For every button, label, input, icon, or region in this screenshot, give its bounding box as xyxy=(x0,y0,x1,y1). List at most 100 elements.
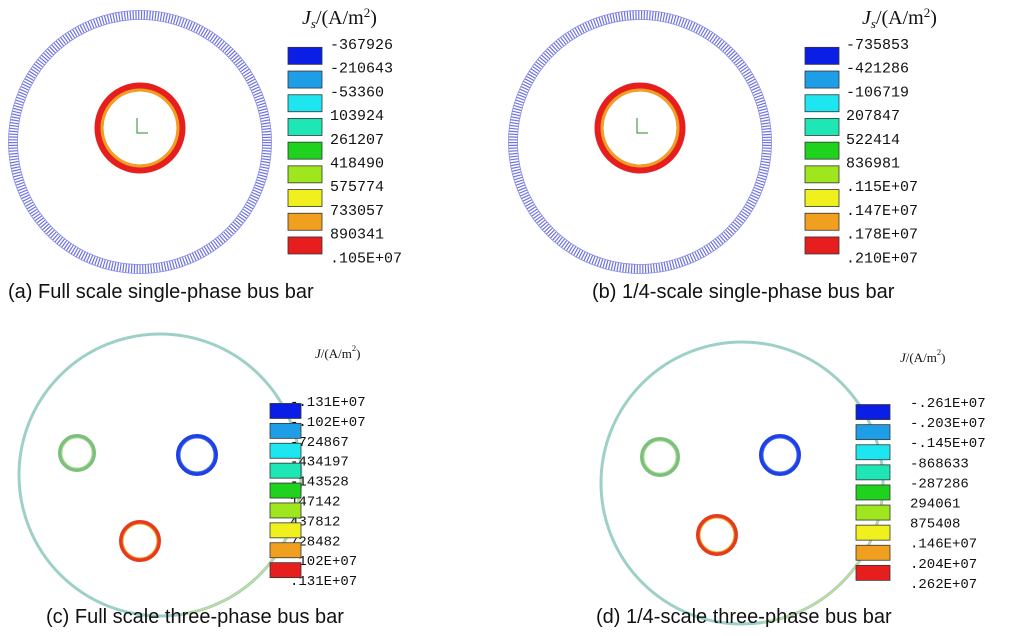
legend-swatch xyxy=(805,190,839,207)
figure: Js/(A/m2)-367926-210643-5336010392426120… xyxy=(0,0,1014,636)
caption: (b) 1/4-scale single-phase bus bar xyxy=(592,281,895,303)
legend-swatch xyxy=(270,423,301,438)
legend-swatch xyxy=(805,213,839,230)
axis-triad xyxy=(137,118,148,133)
legend-label: .210E+07 xyxy=(846,250,918,267)
legend-swatch xyxy=(856,545,890,560)
legend-label: 294061 xyxy=(910,497,960,513)
legend-swatch xyxy=(856,445,890,460)
legend-swatch xyxy=(270,543,301,558)
caption: (c) Full scale three-phase bus bar xyxy=(46,606,344,628)
phase-conductor xyxy=(60,436,94,470)
legend-title: Js/(A/m2) xyxy=(302,5,377,31)
caption: (a) Full scale single-phase bus bar xyxy=(8,281,314,303)
legend-label: 890341 xyxy=(330,227,384,244)
title-unit: /(A/m xyxy=(321,346,352,361)
legend-swatch xyxy=(270,463,301,478)
legend-swatch xyxy=(288,47,322,64)
legend-label: 522414 xyxy=(846,132,900,149)
legend-swatch xyxy=(270,483,301,498)
legend-swatch xyxy=(856,525,890,540)
title-close: ) xyxy=(930,7,937,29)
legend-label: -.145E+07 xyxy=(910,436,986,452)
legend-swatch xyxy=(270,403,301,418)
legend-label: -.203E+07 xyxy=(910,416,986,432)
legend-label: .147E+07 xyxy=(846,203,918,220)
phase-conductor xyxy=(763,438,797,472)
legend-swatch xyxy=(805,237,839,254)
legend-label: -210643 xyxy=(330,61,393,78)
legend-swatch xyxy=(288,237,322,254)
panel: Js/(A/m2)-367926-210643-5336010392426120… xyxy=(8,5,402,303)
legend-label: .178E+07 xyxy=(846,227,918,244)
outer-conductor xyxy=(513,15,767,269)
legend-label: -367926 xyxy=(330,37,393,54)
phase-conductor xyxy=(698,516,736,554)
phase-conductor xyxy=(700,518,734,552)
legend-swatch xyxy=(805,71,839,88)
phase-conductor xyxy=(642,439,678,475)
phase-conductor xyxy=(123,524,157,558)
title-unit: /(A/m xyxy=(316,7,364,29)
panel: J/(A/m2) -.261E+07 -.203E+07 -.145E+07 -8686… xyxy=(596,342,986,628)
legend-swatch xyxy=(288,71,322,88)
axis-triad xyxy=(637,118,648,133)
legend-swatch xyxy=(805,142,839,159)
phase-conductor xyxy=(62,438,92,468)
legend-swatch xyxy=(856,485,890,500)
outer-edge xyxy=(518,20,763,265)
legend-swatch xyxy=(270,503,301,518)
legend-swatch xyxy=(805,118,839,135)
legend-label: .115E+07 xyxy=(846,179,918,196)
phase-conductor xyxy=(121,522,159,560)
legend-label: 836981 xyxy=(846,156,900,173)
legend-label: .105E+07 xyxy=(330,250,402,267)
legend-swatch xyxy=(856,505,890,520)
legend-swatch xyxy=(270,563,301,578)
legend-label: 418490 xyxy=(330,156,384,173)
caption: (d) 1/4-scale three-phase bus bar xyxy=(596,606,892,628)
legend-label: 733057 xyxy=(330,203,384,220)
legend-swatch xyxy=(805,47,839,64)
legend-label: 207847 xyxy=(846,108,900,125)
title-close: ) xyxy=(370,7,377,29)
phase-conductor xyxy=(180,438,214,472)
legend-swatch xyxy=(856,425,890,440)
panel: Js/(A/m2) -735853 -421286 -106719 207847 5224… xyxy=(509,5,937,303)
legend-label: -735853 xyxy=(846,37,909,54)
inner-conductor xyxy=(602,90,678,166)
title-unit: /(A/m xyxy=(906,350,937,365)
phase-conductor xyxy=(178,436,216,474)
inner-conductor xyxy=(102,90,178,166)
legend-label: -106719 xyxy=(846,84,909,101)
outer-conductor xyxy=(13,15,267,269)
legend-label: .204E+07 xyxy=(910,557,977,573)
legend-swatch xyxy=(270,443,301,458)
title-unit: /(A/m xyxy=(876,7,924,29)
title-close: ) xyxy=(941,350,945,365)
legend-title: J/(A/m2) xyxy=(900,347,945,365)
legend-label: -53360 xyxy=(330,84,384,101)
legend-swatch xyxy=(288,166,322,183)
legend-swatch xyxy=(805,95,839,112)
legend-swatch xyxy=(270,523,301,538)
legend-label: -287286 xyxy=(910,476,969,492)
phase-conductor xyxy=(644,441,676,473)
legend-label: .262E+07 xyxy=(910,577,977,593)
legend-label: 575774 xyxy=(330,179,384,196)
legend-swatch xyxy=(856,465,890,480)
phase-conductor xyxy=(761,436,799,474)
legend-label: -.261E+07 xyxy=(910,396,986,412)
enclosure xyxy=(19,334,301,616)
legend-label: -421286 xyxy=(846,61,909,78)
legend-swatch xyxy=(805,166,839,183)
legend-swatch xyxy=(288,95,322,112)
legend-swatch xyxy=(288,118,322,135)
legend-swatch xyxy=(288,142,322,159)
legend-label: .146E+07 xyxy=(910,537,977,553)
legend-label: -868633 xyxy=(910,456,969,472)
legend-title: Js/(A/m2) xyxy=(862,5,937,31)
enclosure xyxy=(601,342,883,624)
panel: J/(A/m2)-.131E+07-.102E+07-724867-434197… xyxy=(19,334,366,628)
legend-swatch xyxy=(288,190,322,207)
